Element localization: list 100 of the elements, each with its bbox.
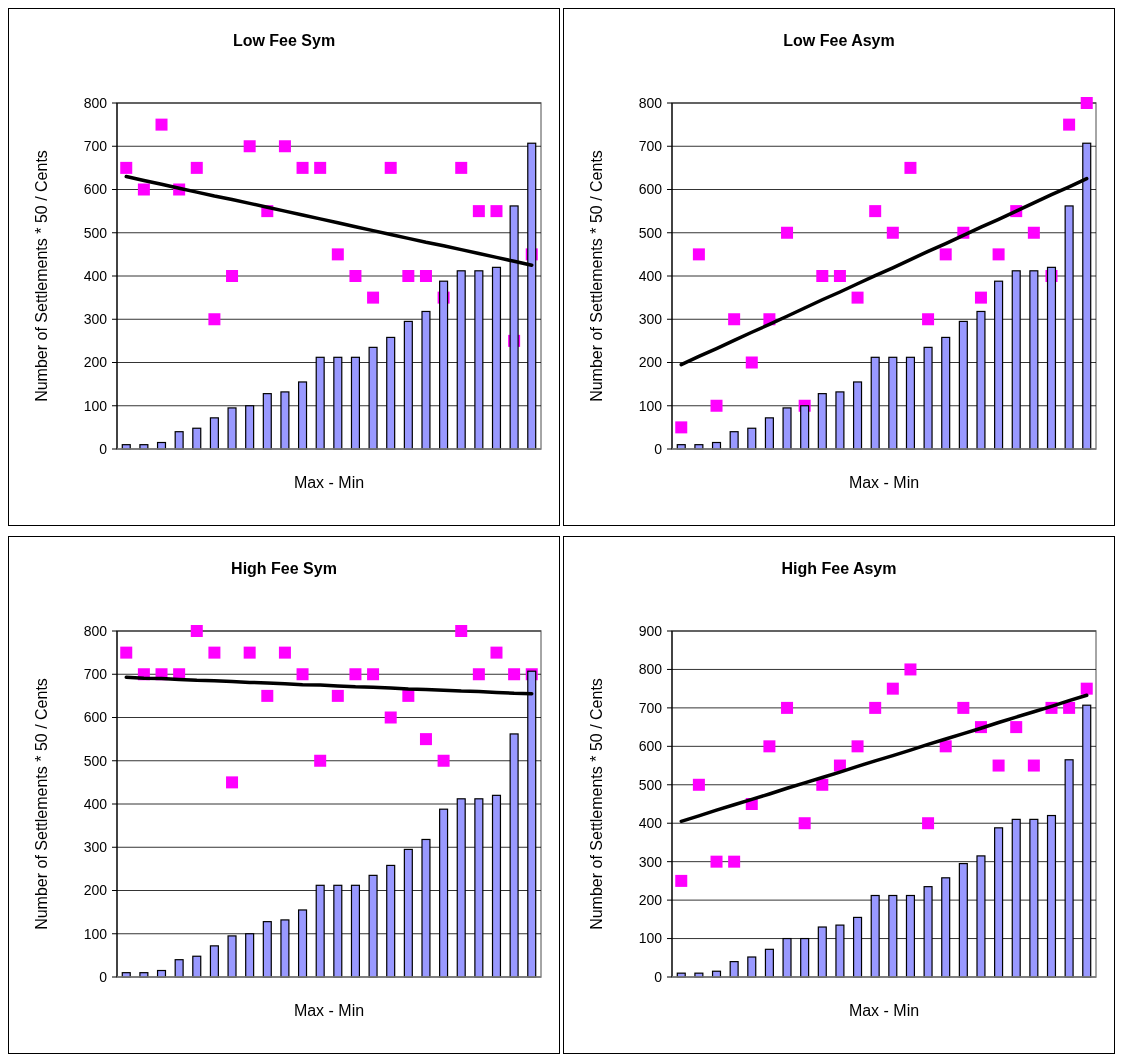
- point: [349, 270, 362, 282]
- bar: [729, 961, 739, 978]
- point: [675, 421, 688, 434]
- point: [296, 668, 309, 681]
- point: [384, 161, 397, 174]
- point: [992, 248, 1005, 261]
- point: [939, 248, 952, 261]
- y-tick-label: 800: [83, 622, 108, 639]
- point: [1080, 682, 1093, 695]
- point: [728, 855, 741, 868]
- point: [939, 740, 952, 753]
- chart-title: High Fee Asym: [781, 560, 897, 577]
- y-tick-label: 700: [638, 699, 663, 716]
- y-tick-label: 400: [83, 795, 108, 812]
- point: [798, 817, 811, 830]
- point: [490, 646, 503, 659]
- y-tick-label: 100: [83, 925, 108, 942]
- bar: [174, 431, 184, 450]
- bar: [747, 427, 757, 450]
- bar: [764, 948, 774, 978]
- point: [728, 313, 741, 326]
- point: [314, 754, 327, 767]
- point: [675, 874, 688, 887]
- y-tick-label: 900: [638, 622, 663, 639]
- y-tick-label: 800: [83, 94, 108, 111]
- point: [816, 778, 829, 791]
- y-tick-label: 700: [83, 138, 108, 155]
- point: [190, 625, 203, 637]
- y-tick-label: 0: [99, 968, 108, 985]
- point: [816, 270, 829, 282]
- point: [331, 689, 344, 702]
- bar: [729, 431, 739, 450]
- point: [710, 399, 723, 412]
- point: [1063, 701, 1076, 714]
- point: [226, 270, 239, 282]
- y-tick-label: 500: [83, 224, 108, 241]
- bar: [174, 959, 184, 978]
- point: [314, 161, 327, 174]
- point: [1027, 759, 1040, 772]
- point: [155, 118, 168, 131]
- y-tick-label: 500: [638, 776, 663, 793]
- bar: [747, 956, 757, 978]
- y-axis-title: Number of Settlements * 50 / Cents: [33, 150, 50, 402]
- point: [367, 668, 380, 681]
- point: [437, 754, 450, 767]
- point: [472, 668, 485, 681]
- y-tick-label: 500: [638, 224, 663, 241]
- y-tick-label: 400: [638, 815, 663, 832]
- point: [261, 689, 274, 702]
- y-tick-label: 300: [638, 311, 663, 328]
- point: [243, 140, 256, 153]
- point: [472, 205, 485, 218]
- y-axis-title: Number of Settlements * 50 / Cents: [588, 678, 605, 930]
- point: [974, 291, 987, 304]
- point: [455, 625, 468, 637]
- point: [992, 759, 1005, 772]
- chart-title: Low Fee Sym: [232, 32, 336, 49]
- point: [402, 270, 415, 282]
- point: [904, 161, 917, 174]
- point: [349, 668, 362, 681]
- y-tick-label: 200: [83, 354, 108, 371]
- y-tick-label: 300: [83, 839, 108, 856]
- point: [922, 817, 935, 830]
- bar: [764, 417, 774, 450]
- point: [1010, 721, 1023, 734]
- point: [1027, 226, 1040, 239]
- point: [278, 140, 291, 153]
- point: [419, 733, 432, 746]
- y-tick-label: 600: [638, 738, 663, 755]
- y-tick-label: 0: [654, 440, 663, 457]
- point: [296, 161, 309, 174]
- point: [402, 689, 415, 702]
- y-tick-label: 500: [83, 752, 108, 769]
- y-tick-label: 0: [654, 968, 663, 985]
- x-axis-title: Max - Min: [848, 474, 920, 491]
- y-tick-label: 800: [638, 661, 663, 678]
- y-tick-label: 100: [638, 397, 663, 414]
- point: [692, 248, 705, 261]
- bar: [209, 945, 219, 978]
- point: [851, 291, 864, 304]
- x-axis-title: Max - Min: [293, 1002, 365, 1019]
- point: [869, 701, 882, 714]
- bar: [209, 417, 219, 450]
- point: [886, 682, 899, 695]
- y-tick-label: 100: [638, 930, 663, 947]
- point: [1080, 97, 1093, 109]
- point: [278, 646, 291, 659]
- point: [455, 161, 468, 174]
- y-tick-label: 300: [83, 311, 108, 328]
- y-axis-title: Number of Settlements * 50 / Cents: [33, 678, 50, 930]
- point: [869, 205, 882, 218]
- point: [490, 205, 503, 218]
- y-tick-label: 100: [83, 397, 108, 414]
- y-tick-label: 800: [638, 94, 663, 111]
- point: [851, 740, 864, 753]
- point: [763, 740, 776, 753]
- point: [208, 646, 221, 659]
- point: [331, 248, 344, 261]
- point: [781, 226, 794, 239]
- y-tick-label: 400: [83, 267, 108, 284]
